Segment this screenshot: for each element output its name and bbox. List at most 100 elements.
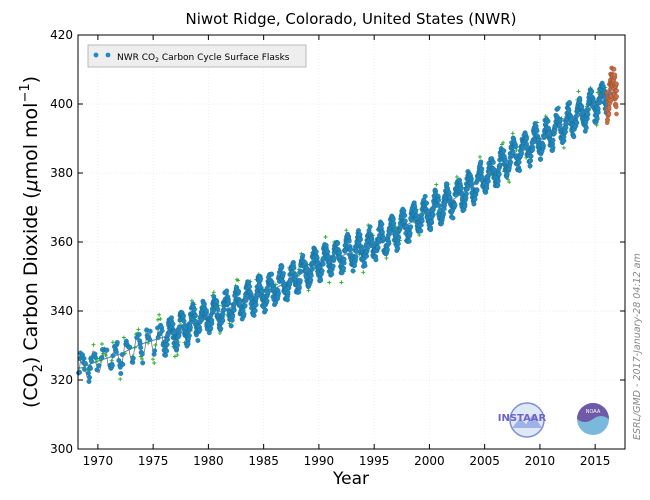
instaar-logo-text: INSTAAR (498, 413, 547, 424)
flask-point (402, 218, 408, 224)
flagged-point (339, 280, 344, 285)
x-tick-label: 2015 (580, 454, 611, 468)
flagged-point (152, 361, 157, 365)
legend-marker-1 (93, 52, 99, 58)
flask-point (289, 269, 295, 275)
flask-point (517, 168, 523, 173)
flask-point (192, 313, 198, 319)
flask-point (414, 213, 420, 218)
flask-point (93, 355, 98, 360)
flask-point (513, 144, 519, 150)
legend-marker-2 (105, 52, 111, 58)
recent-point (606, 105, 612, 110)
flask-point (163, 352, 169, 358)
flask-point (379, 221, 385, 227)
flask-point (402, 213, 408, 218)
flask-point (197, 327, 203, 333)
flask-point (318, 277, 324, 283)
flask-point (209, 318, 215, 323)
flask-point (474, 188, 480, 194)
flask-point (191, 307, 197, 313)
flask-point (296, 284, 302, 290)
flask-point (88, 365, 93, 371)
flask-point (300, 253, 306, 258)
flask-point (308, 277, 314, 283)
flask-point (600, 83, 606, 89)
flagged-point (561, 145, 566, 150)
flagged-point (101, 351, 106, 356)
flask-point (319, 268, 325, 274)
flask-point (165, 337, 171, 342)
flask-point (164, 348, 170, 354)
flask-point (86, 370, 91, 376)
flask-point (308, 273, 314, 279)
flask-point (130, 359, 136, 365)
flask-point (297, 278, 303, 284)
flask-point (585, 111, 591, 117)
recent-point (614, 104, 619, 110)
flagged-point (384, 256, 389, 261)
flask-point (203, 308, 209, 314)
flagged-point (327, 280, 332, 285)
recent-point (614, 81, 619, 87)
flask-point (87, 374, 92, 380)
flask-point (130, 355, 136, 361)
flask-point (140, 360, 146, 366)
flask-point (118, 371, 124, 376)
recent-point (614, 88, 619, 93)
flask-point (247, 284, 253, 290)
y-tick-label: 320 (50, 373, 73, 387)
flask-point (276, 290, 281, 296)
flask-point (391, 220, 397, 226)
flask-point (81, 356, 87, 361)
flask-point (479, 166, 485, 172)
flagged-point (100, 342, 104, 346)
flask-point (574, 120, 580, 126)
flagged-point (103, 353, 108, 357)
x-tick-label: 2000 (414, 454, 445, 468)
flask-point (444, 181, 449, 187)
recent-point (614, 94, 619, 99)
y-tick-label: 380 (50, 166, 73, 180)
flask-point (215, 306, 221, 312)
flask-point (253, 302, 259, 308)
flask-point (422, 193, 428, 199)
flask-point (181, 318, 187, 324)
flask-point (472, 196, 478, 202)
flagged-point (153, 343, 158, 347)
flask-point (220, 318, 226, 323)
flask-point (510, 149, 516, 155)
flagged-point (236, 278, 241, 283)
flask-point (273, 300, 278, 306)
flagged-point (507, 180, 512, 185)
flagged-point (91, 342, 96, 347)
flask-point (185, 341, 191, 347)
flask-point (468, 176, 474, 182)
y-tick-label: 420 (50, 28, 73, 42)
flask-point (175, 342, 180, 348)
flask-point (139, 351, 145, 357)
y-axis-title: (CO2) Carbon Dioxide (μmol mol−1) (18, 76, 46, 408)
y-tick-label: 400 (50, 97, 73, 111)
flask-point (350, 268, 356, 274)
flask-point (341, 256, 347, 262)
flagged-point (323, 235, 328, 239)
recent-point (606, 111, 612, 117)
flask-point (428, 227, 434, 233)
flask-point (138, 345, 144, 351)
flask-point (436, 197, 442, 203)
flagged-point (155, 317, 160, 322)
y-tick-label: 360 (50, 235, 73, 249)
flask-point (181, 313, 186, 319)
flagged-point (158, 317, 163, 321)
flask-point (577, 95, 583, 101)
flask-point (401, 208, 407, 214)
flask-point (484, 185, 490, 191)
flask-point (496, 171, 502, 177)
flask-point (550, 145, 556, 151)
flask-point (94, 367, 100, 373)
y-tick-label: 300 (50, 442, 73, 456)
flask-point (566, 107, 572, 113)
flask-point (550, 137, 556, 143)
x-tick-label: 2010 (525, 454, 556, 468)
